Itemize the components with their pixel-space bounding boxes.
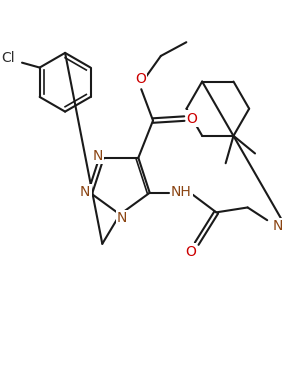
Text: N: N [80,185,90,199]
Text: Cl: Cl [1,51,15,65]
Text: O: O [135,72,146,86]
Text: O: O [186,244,196,258]
Text: O: O [187,112,198,126]
Text: N: N [117,211,127,225]
Text: NH: NH [171,185,192,199]
Text: N: N [273,219,283,233]
Text: N: N [92,149,103,163]
